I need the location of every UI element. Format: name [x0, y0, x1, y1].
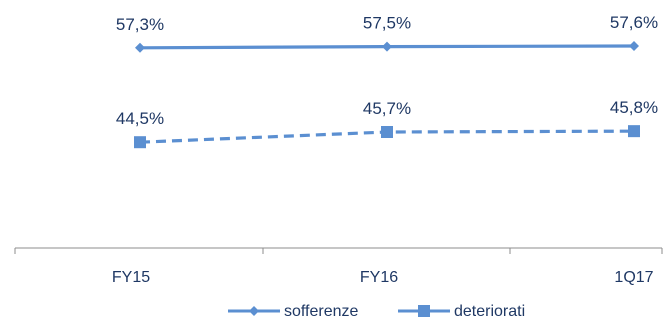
data-label-sofferenze: 57,5%	[363, 14, 411, 33]
x-tick-label: FY15	[112, 269, 150, 286]
data-point-deteriorati	[134, 136, 146, 149]
data-label-sofferenze: 57,6%	[610, 13, 658, 32]
x-tick-labels: FY15 FY16 1Q17	[112, 269, 654, 286]
data-point-deteriorati	[628, 125, 640, 138]
legend-marker-deteriorati	[418, 305, 430, 317]
series-layer	[134, 41, 640, 149]
data-labels: 57,3% 57,5% 57,6% 44,5% 45,7% 45,8%	[116, 13, 658, 128]
legend-marker-sofferenze	[249, 306, 259, 316]
legend: sofferenze deteriorati	[228, 303, 525, 320]
data-point-sofferenze	[135, 42, 145, 53]
data-point-sofferenze	[382, 41, 392, 52]
data-label-deteriorati: 44,5%	[116, 109, 164, 128]
x-tick-label: 1Q17	[614, 269, 653, 286]
data-label-sofferenze: 57,3%	[116, 15, 164, 34]
data-label-deteriorati: 45,8%	[610, 98, 658, 117]
data-point-deteriorati	[381, 126, 393, 138]
x-axis	[14, 247, 663, 254]
data-label-deteriorati: 45,7%	[363, 99, 411, 118]
data-point-sofferenze	[629, 41, 639, 51]
legend-label-deteriorati: deteriorati	[454, 303, 525, 320]
legend-label-sofferenze: sofferenze	[284, 303, 359, 320]
x-tick-label: FY16	[360, 269, 398, 286]
